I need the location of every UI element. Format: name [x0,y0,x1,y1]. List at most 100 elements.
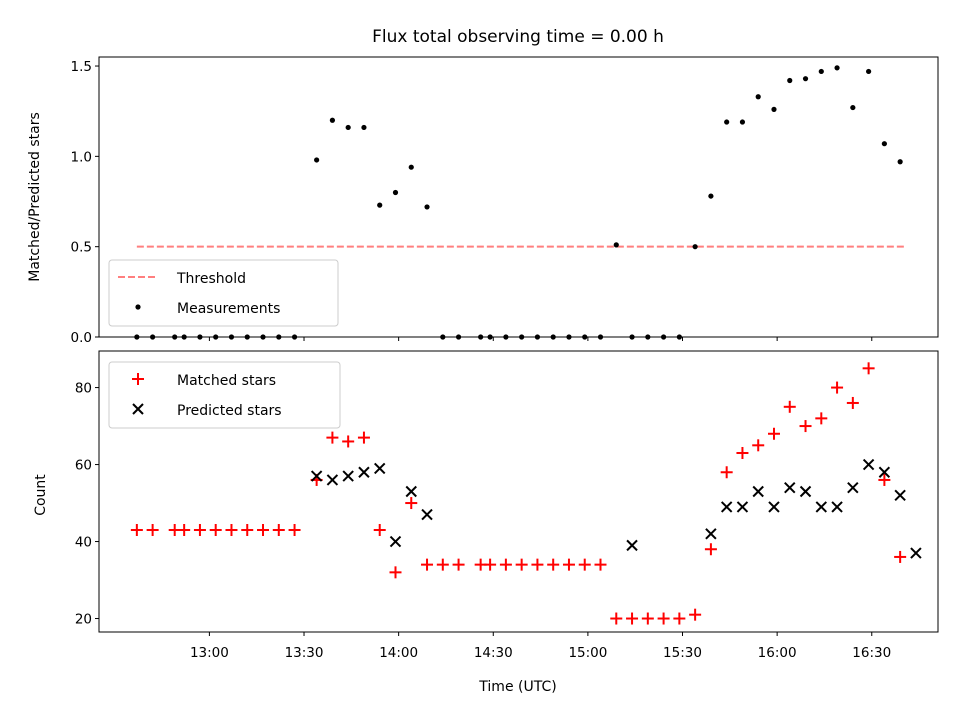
counts-y-tick-label: 40 [75,535,92,551]
predicted-star-point [626,539,638,552]
predicted-star-point [358,466,370,478]
matched-star-point [146,523,159,536]
predicted-star-stroke-b [705,528,717,540]
matched-star-point [531,558,544,571]
predicted-star-stroke-b [894,489,906,502]
legend-matched-label: Matched stars [177,373,276,389]
measurement-point [692,244,698,250]
measurement-point [408,164,414,170]
measurement-point [724,119,730,125]
predicted-star-point [799,485,812,498]
measurement-point [897,159,903,165]
predicted-star-point [768,501,780,513]
predicted-star-stroke-b [405,485,417,498]
counts-x-tick-label: 13:00 [190,645,229,661]
measurement-point [850,104,856,111]
legend-matched-swatch [132,373,144,385]
matched-star-point [594,558,607,571]
measurement-point [866,68,872,75]
ratio-panel: 0.0 0.5 1.0 1.5 Matched/Predicted stars Thr… [27,56,939,346]
counts-y-label: Count [33,474,49,516]
matched-star-point [562,558,575,571]
predicted-star-stroke-b [752,485,764,498]
matched-star-point [421,558,434,571]
matched-star-point [641,612,654,625]
predicted-star-stroke-b [768,501,780,513]
legend-measurements-label: Measurements [177,301,280,317]
measurement-point [739,119,746,125]
predicted-star-point [705,528,717,540]
matched-star-point [405,497,418,510]
measurement-point [755,94,761,100]
matched-star-point [178,523,191,536]
matched-star-point [499,558,512,571]
counts-x-axis: 13:00 13:30 14:00 14:30 15:00 15:30 16:00 16:30 [190,632,891,661]
predicted-star-stroke-b [878,466,891,478]
matched-star-point [799,420,812,433]
measurement-point [818,68,824,75]
matched-star-point [831,381,844,394]
ratio-y-tick-label: 1.0 [71,149,92,165]
measurement-point [771,106,777,112]
matched-star-point [610,612,623,625]
matched-star-point [878,473,891,486]
predicted-star-stroke-b [421,508,433,521]
predicted-star-point [405,485,417,498]
matched-star-point [626,612,639,625]
matched-star-point [689,608,702,621]
predicted-star-point [784,481,796,494]
ratio-legend-box [108,259,339,327]
counts-legend: Matched stars Predicted stars [108,361,341,429]
matched-star-point [783,400,796,413]
counts-x-tick-label: 16:30 [852,645,891,661]
measurement-point [392,189,399,196]
predicted-star-stroke-b [862,458,875,471]
legend-predicted-label: Predicted stars [177,403,282,419]
matched-star-point [767,427,780,440]
measurement-point [708,193,714,199]
counts-y-tick-label: 60 [75,458,92,474]
measurement-point [613,242,619,248]
predicted-star-stroke-b [626,539,638,552]
predicted-star-point [389,535,402,548]
predicted-star-stroke-b [736,501,749,513]
matched-star-point [752,439,765,452]
matched-star-point [357,431,370,444]
matched-star-point [657,612,670,625]
predicted-star-point [310,470,323,482]
matched-star-point [130,523,143,536]
legend-threshold-label: Threshold [176,271,246,287]
predicted-star-stroke-b [326,474,339,486]
matched-star-point [515,558,528,571]
predicted-star-point [862,458,875,471]
matched-star-point [326,431,339,444]
measurement-point [834,65,840,71]
counts-plot-frame [98,350,939,633]
counts-y-tick-label: 20 [75,612,92,628]
measurement-point [424,204,430,210]
matched-star-point [547,558,560,571]
predicted-star-point [342,470,354,482]
ratio-y-tick-label: 1.5 [71,59,92,75]
predicted-star-point [421,508,433,521]
measurement-point [329,117,336,123]
predicted-star-stroke-b [831,501,843,513]
matched-star-point [720,466,733,479]
measurement-point [787,77,793,84]
counts-x-tick-label: 14:00 [379,645,418,661]
matched-star-point [288,523,301,536]
measurement-point [345,124,351,131]
counts-x-tick-label: 16:00 [758,645,797,661]
predicted-star-stroke-b [815,501,828,513]
counts-x-tick-label: 15:30 [663,645,702,661]
ratio-x-axis [208,337,873,341]
predicted-star-point [847,481,859,494]
predicted-star-stroke-b [784,481,796,494]
predicted-star-point [894,489,906,502]
ratio-y-label: Matched/Predicted stars [27,112,43,282]
predicted-star-stroke-b [374,462,386,475]
predicted-star-point [374,462,386,475]
counts-x-tick-label: 15:00 [568,645,607,661]
